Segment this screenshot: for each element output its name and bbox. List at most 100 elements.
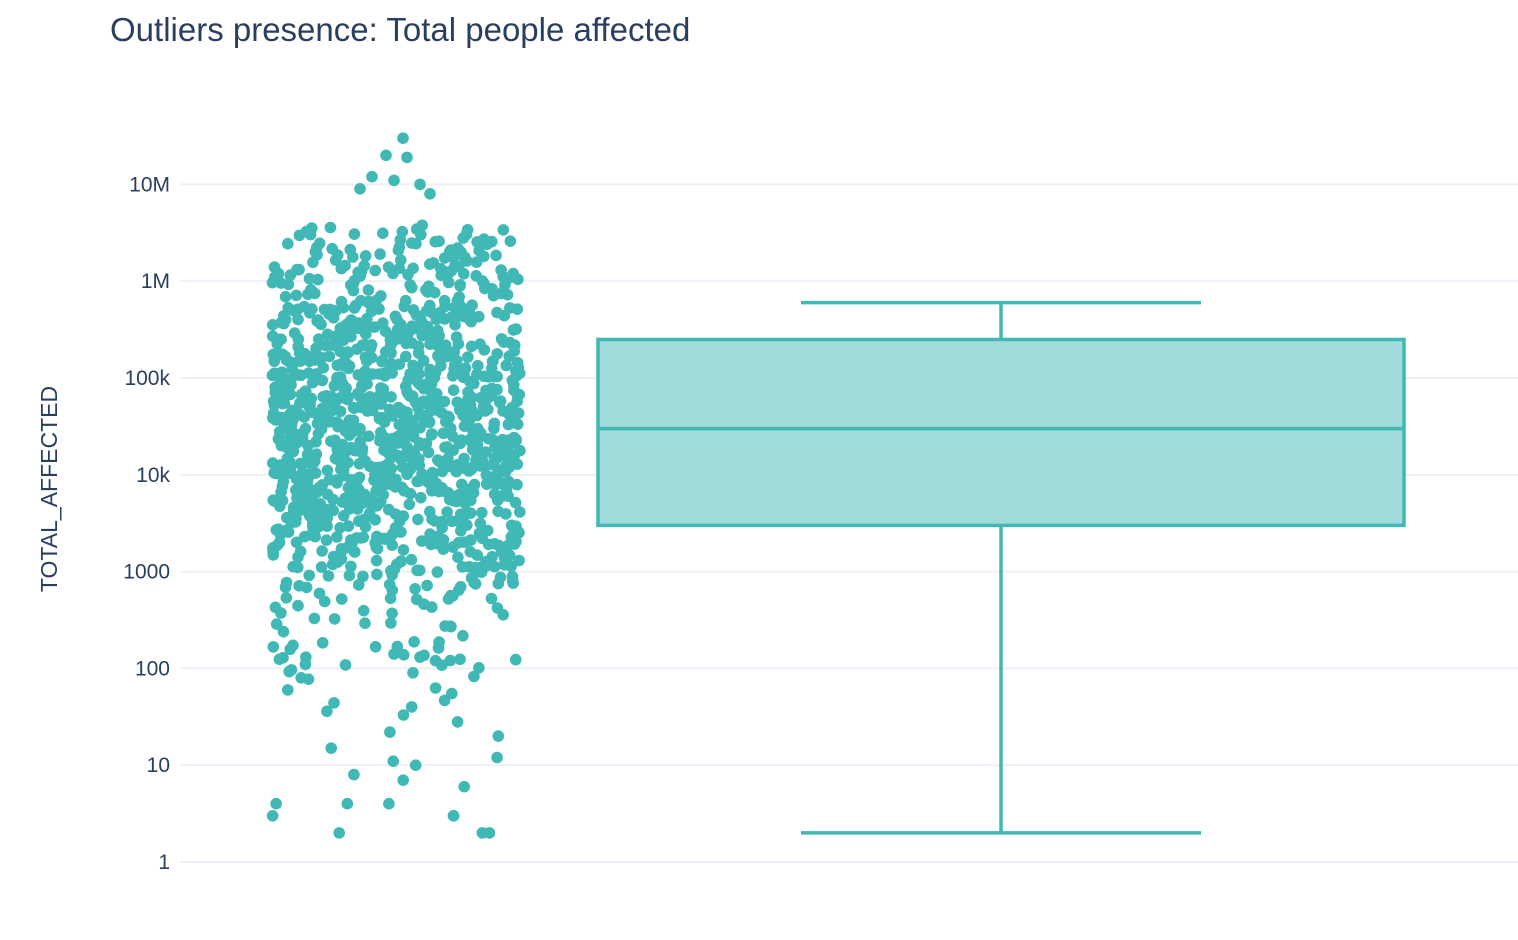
data-point	[371, 568, 383, 581]
y-tick-label: 10M	[129, 173, 170, 196]
data-point	[304, 307, 316, 319]
data-point	[291, 492, 303, 504]
data-point	[314, 498, 327, 510]
data-point	[377, 227, 389, 239]
data-point	[359, 250, 372, 262]
data-point	[438, 348, 451, 361]
data-point	[379, 370, 391, 382]
data-point	[316, 405, 328, 417]
data-point	[472, 359, 484, 372]
data-point	[485, 362, 498, 375]
y-tick-label: 100	[135, 657, 170, 680]
data-point	[464, 507, 477, 519]
data-point	[266, 330, 279, 343]
data-point	[331, 477, 343, 489]
data-point	[397, 649, 410, 661]
y-tick-label: 100k	[124, 367, 170, 390]
data-point	[458, 536, 471, 548]
data-point	[279, 581, 292, 593]
data-point	[393, 262, 406, 275]
data-point	[366, 170, 378, 183]
data-point	[424, 188, 436, 200]
data-point	[357, 604, 370, 617]
data-point	[435, 360, 447, 372]
data-point	[452, 551, 464, 563]
data-point	[333, 827, 346, 839]
data-point	[426, 428, 438, 440]
data-point	[328, 613, 341, 625]
data-point	[397, 132, 409, 144]
data-point	[334, 405, 347, 418]
data-point	[313, 587, 326, 600]
data-point	[452, 584, 465, 596]
data-point	[429, 682, 442, 694]
data-point	[453, 291, 466, 303]
data-point	[414, 422, 426, 434]
data-point	[293, 409, 306, 421]
data-point	[403, 498, 416, 511]
data-point	[401, 468, 413, 481]
data-point	[416, 219, 429, 232]
data-point	[476, 827, 489, 839]
data-point	[362, 284, 375, 296]
data-point	[289, 516, 302, 528]
data-point	[418, 649, 430, 662]
data-point	[441, 506, 453, 518]
data-point	[511, 418, 524, 431]
data-point	[474, 392, 487, 404]
data-point	[353, 515, 365, 527]
data-point	[420, 284, 432, 296]
y-tick-label: 1	[158, 851, 170, 874]
data-point	[414, 178, 426, 191]
data-point	[426, 469, 439, 482]
data-point	[267, 494, 280, 507]
data-point	[279, 290, 292, 303]
data-point	[342, 456, 354, 469]
data-point	[392, 333, 404, 345]
data-point	[341, 797, 354, 810]
data-point	[396, 417, 409, 429]
data-point	[497, 405, 509, 417]
y-axis-ticks: 1 10 100 1000 10k 100k 1M 10M	[123, 173, 170, 874]
data-point	[430, 330, 443, 342]
data-point	[415, 228, 427, 241]
data-point	[312, 314, 325, 326]
data-point	[304, 510, 316, 522]
data-point	[335, 262, 348, 275]
data-point	[444, 654, 457, 667]
data-point	[480, 469, 493, 482]
data-point	[416, 329, 429, 342]
data-point	[273, 425, 286, 438]
data-point	[398, 485, 411, 497]
data-point	[351, 503, 364, 515]
data-point	[287, 445, 300, 458]
data-point	[485, 592, 498, 605]
data-point	[352, 442, 365, 454]
data-point	[294, 545, 307, 558]
data-point	[284, 388, 297, 401]
data-point	[398, 300, 411, 313]
data-point	[342, 346, 354, 359]
data-point	[508, 538, 521, 550]
data-point	[417, 354, 430, 367]
data-point	[395, 555, 407, 567]
data-point	[269, 601, 282, 614]
data-point	[391, 640, 404, 653]
data-point	[382, 261, 395, 273]
data-point	[412, 513, 424, 526]
data-point	[488, 488, 501, 500]
data-point	[290, 536, 303, 549]
data-point	[283, 455, 296, 468]
data-point	[303, 355, 316, 368]
data-point	[385, 357, 397, 370]
data-point	[431, 388, 443, 400]
data-point	[321, 464, 334, 477]
data-point	[389, 508, 402, 520]
data-point	[458, 268, 470, 280]
data-point	[293, 263, 305, 276]
data-point	[330, 330, 342, 342]
y-tick-label: 10	[147, 754, 170, 777]
data-point	[306, 222, 318, 234]
data-point	[459, 362, 472, 374]
data-point	[349, 299, 362, 312]
